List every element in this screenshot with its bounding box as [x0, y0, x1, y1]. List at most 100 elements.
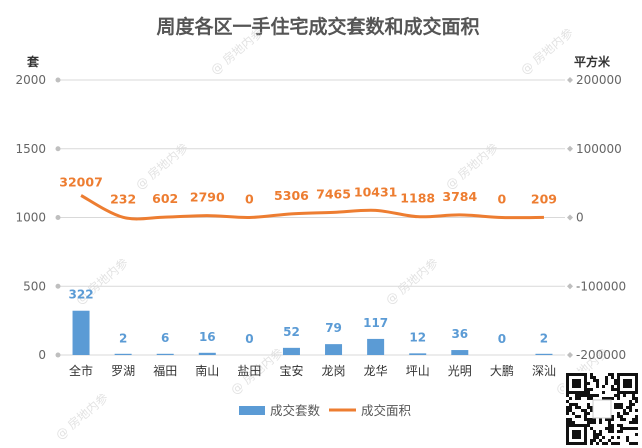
- qr-module: [569, 442, 572, 445]
- qr-module: [611, 442, 614, 445]
- qr-module: [614, 388, 617, 391]
- bar-全市: [72, 310, 90, 355]
- qr-module: [578, 406, 581, 409]
- right-tick-label: 0: [576, 211, 584, 225]
- qr-module: [587, 406, 590, 409]
- line-series: [80, 194, 544, 221]
- bar-data-label: 0: [245, 332, 253, 346]
- qr-module: [584, 412, 587, 415]
- qr-module: [617, 415, 620, 418]
- right-tick-marker: [567, 352, 573, 358]
- qr-module: [572, 412, 575, 415]
- bar-龙岗: [325, 344, 343, 355]
- qr-module: [629, 400, 632, 403]
- qr-module: [629, 442, 632, 445]
- qr-module: [608, 418, 611, 421]
- line-data-label: 1188: [400, 191, 435, 206]
- qr-module: [608, 373, 611, 376]
- left-tick-marker: [55, 77, 61, 83]
- qr-module: [587, 391, 590, 394]
- qr-module: [605, 418, 608, 421]
- qr-module: [566, 439, 569, 442]
- line-data-label: 209: [531, 191, 557, 206]
- qr-module: [629, 391, 632, 394]
- qr-module: [623, 394, 626, 397]
- qr-module: [584, 424, 587, 427]
- qr-module: [632, 391, 635, 394]
- right-tick-marker: [567, 283, 573, 290]
- qr-module: [572, 430, 575, 433]
- qr-module: [584, 439, 587, 442]
- line-data-label: 5306: [274, 188, 309, 203]
- qr-module: [602, 397, 605, 400]
- qr-module: [584, 409, 587, 412]
- qr-module: [635, 382, 638, 385]
- qr-module: [599, 418, 602, 421]
- legend-line-label: 成交面积: [361, 403, 411, 418]
- category-label: 罗湖: [111, 363, 135, 378]
- qr-module: [626, 379, 629, 382]
- qr-module: [566, 379, 569, 382]
- category-label: 深汕: [532, 364, 556, 378]
- qr-module: [566, 373, 569, 376]
- qr-module: [620, 403, 623, 406]
- watermark-text: @ 房地内参: [382, 255, 441, 308]
- qr-module: [635, 433, 638, 436]
- qr-module: [584, 376, 587, 379]
- qr-module: [626, 439, 629, 442]
- qr-module: [620, 373, 623, 376]
- right-tick-label: -200000: [576, 348, 626, 362]
- qr-module: [575, 415, 578, 418]
- qr-module: [623, 391, 626, 394]
- qr-module: [581, 442, 584, 445]
- qr-module: [608, 430, 611, 433]
- qr-module: [614, 394, 617, 397]
- qr-module: [590, 406, 593, 409]
- qr-module: [584, 394, 587, 397]
- qr-module: [572, 421, 575, 424]
- qr-module: [632, 421, 635, 424]
- qr-module: [587, 418, 590, 421]
- qr-module: [575, 433, 578, 436]
- qr-module: [599, 433, 602, 436]
- qr-module: [581, 409, 584, 412]
- qr-module: [584, 388, 587, 391]
- watermark-text: @ 房地内参: [442, 140, 501, 193]
- qr-module: [632, 397, 635, 400]
- qr-module: [578, 373, 581, 376]
- qr-module: [635, 376, 638, 379]
- qr-module: [578, 379, 581, 382]
- qr-module: [611, 373, 614, 376]
- qr-module: [581, 424, 584, 427]
- qr-module: [575, 403, 578, 406]
- qr-module: [566, 409, 569, 412]
- qr-module: [596, 382, 599, 385]
- qr-module: [626, 382, 629, 385]
- qr-module: [635, 418, 638, 421]
- qr-module: [629, 385, 632, 388]
- qr-module: [578, 391, 581, 394]
- qr-module: [620, 415, 623, 418]
- left-tick-marker: [55, 146, 61, 152]
- qr-module: [569, 397, 572, 400]
- bar-data-labels: 322 2 6 16 0 52 79 117 12 36 0 2: [69, 288, 549, 346]
- left-tick-marker: [55, 215, 61, 220]
- qr-module: [590, 388, 593, 391]
- qr-module: [584, 391, 587, 394]
- qr-module: [614, 406, 617, 409]
- qr-module: [620, 430, 623, 433]
- qr-module: [617, 397, 620, 400]
- qr-module: [611, 427, 614, 430]
- qr-module: [617, 442, 620, 445]
- qr-module: [599, 430, 602, 433]
- qr-module: [587, 388, 590, 391]
- qr-module: [596, 436, 599, 439]
- qr-module: [623, 427, 626, 430]
- left-axis-ticks: 0 500 1000 1500 2000: [15, 73, 46, 362]
- line-data-label: 32007: [59, 174, 103, 189]
- bar-data-label: 2: [119, 332, 127, 346]
- category-label: 全市: [69, 363, 93, 378]
- right-tick-label: -100000: [576, 279, 626, 293]
- right-tick-marker: [567, 214, 573, 221]
- bar-罗湖: [114, 353, 132, 355]
